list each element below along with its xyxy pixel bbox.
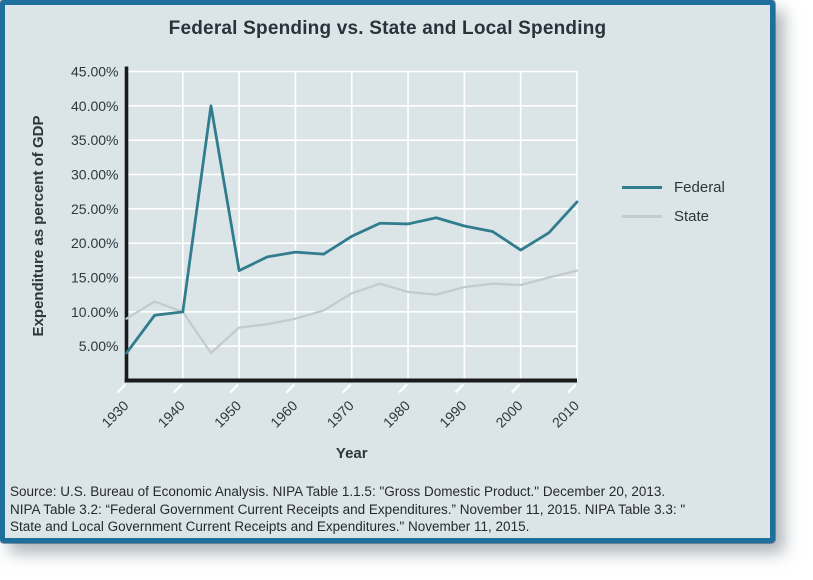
- x-tick-mark: [341, 383, 352, 394]
- x-tick-mark: [510, 383, 521, 394]
- x-tick-mark: [567, 383, 577, 394]
- y-tick-label: 15.00%: [71, 270, 118, 286]
- x-tick-label: 1960: [267, 397, 300, 430]
- y-tick-label: 45.00%: [71, 64, 118, 80]
- legend-item-federal: Federal: [622, 177, 725, 198]
- x-tick-label: 1980: [380, 397, 413, 430]
- y-tick-label: 35.00%: [71, 132, 118, 148]
- y-tick-label: 20.00%: [71, 235, 118, 251]
- y-tick-label: 40.00%: [71, 98, 118, 114]
- y-tick-label: 10.00%: [71, 304, 118, 320]
- y-tick-label: 30.00%: [71, 167, 118, 183]
- x-tick-label: 2000: [492, 397, 525, 430]
- x-tick-label: 1970: [324, 397, 357, 430]
- federal-line-swatch-icon: [622, 186, 662, 189]
- x-tick-mark: [229, 383, 239, 394]
- y-axis-title: Expenditure as percent of GDP: [30, 116, 47, 337]
- source-line-1: Source: U.S. Bureau of Economic Analysis…: [10, 484, 666, 499]
- x-tick-label: 1940: [155, 397, 188, 430]
- x-tick-label: 2010: [549, 397, 582, 430]
- federal-line: [125, 104, 579, 355]
- x-tick-label: 1950: [211, 397, 244, 430]
- y-tick-label: 5.00%: [79, 338, 119, 354]
- legend-label-state: State: [674, 208, 710, 225]
- spending-chart-canvas: 5.00% 10.00% 15.00% 20.00% 25.00% 30.00% 35.00…: [30, 64, 582, 463]
- chart-title: Federal Spending vs. State and Local Spe…: [168, 18, 607, 39]
- chart-card: Federal Spending vs. State and Local Spe…: [0, 0, 775, 543]
- state-line-swatch-icon: [622, 215, 662, 218]
- source-line-3: State and Local Government Current Recei…: [10, 519, 530, 534]
- state-line: [125, 269, 579, 355]
- y-tick-label: 25.00%: [71, 201, 118, 217]
- x-axis-title: Year: [336, 445, 368, 462]
- x-tick-mark: [173, 383, 183, 394]
- x-tick-mark: [398, 383, 408, 394]
- x-tick-label: 1930: [98, 397, 131, 430]
- x-tick-label: 1990: [436, 397, 469, 430]
- source-line-2: NIPA Table 3.2: “Federal Government Curr…: [10, 501, 686, 517]
- legend-label-federal: Federal: [674, 179, 725, 196]
- x-tick-mark: [116, 383, 127, 394]
- legend-item-state: State: [622, 206, 725, 227]
- source-note: Source: U.S. Bureau of Economic Analysis…: [10, 483, 685, 536]
- x-tick-mark: [454, 383, 465, 394]
- legend: Federal State: [622, 177, 725, 227]
- x-tick-mark: [285, 383, 296, 394]
